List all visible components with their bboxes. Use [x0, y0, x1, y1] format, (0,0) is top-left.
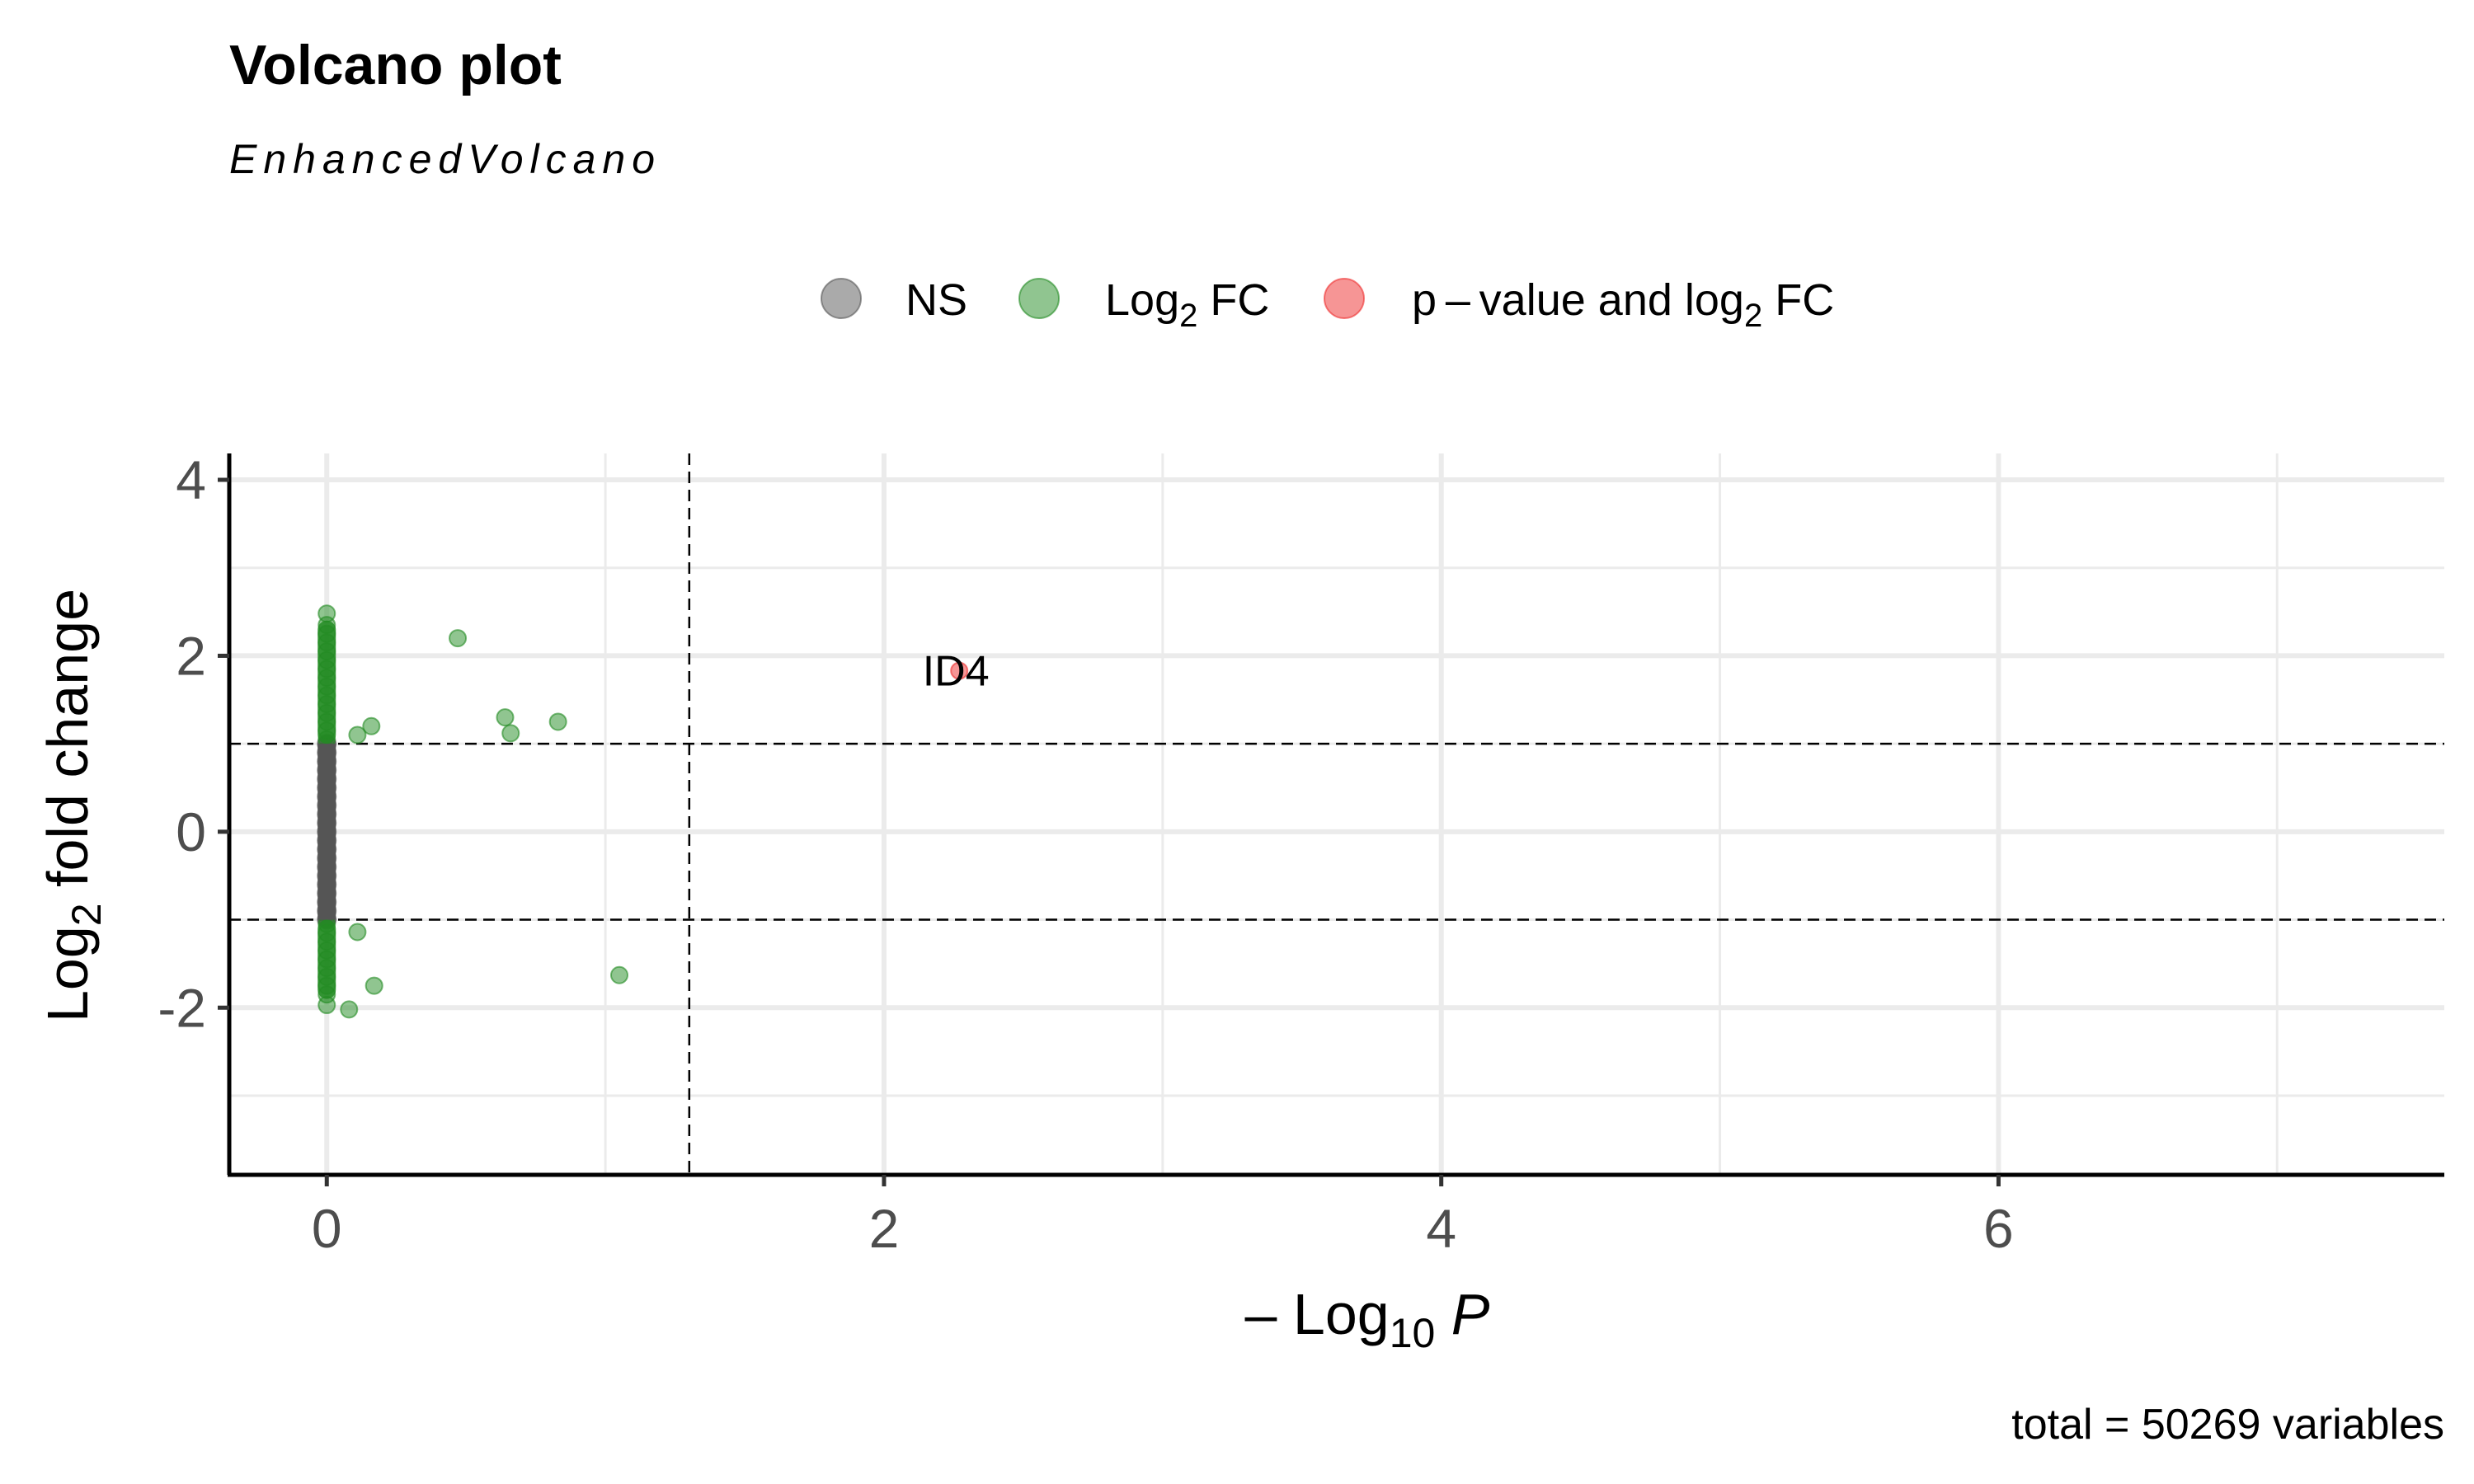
axes — [227, 453, 2444, 1177]
legend-key — [821, 278, 862, 319]
x-tick-label: 6 — [1983, 1198, 2014, 1259]
ns-point-cluster — [317, 744, 336, 920]
data-point — [610, 965, 629, 984]
cutoff-lines — [229, 453, 2444, 1175]
chart-title: Volcano plot — [229, 34, 562, 96]
chart-subtitle: EnhancedVolcano — [229, 136, 661, 182]
legend: NS Log2 FC p – value and log2 FC — [821, 275, 1834, 334]
fc-point-cluster-upper — [317, 620, 336, 744]
grid — [229, 453, 2444, 1175]
x-tick-label: 2 — [869, 1198, 900, 1259]
y-tick-label: 2 — [176, 625, 206, 686]
data-point — [348, 923, 367, 942]
data-point — [317, 604, 336, 623]
point-label: ID4 — [923, 648, 990, 696]
y-tick-label: 0 — [176, 801, 206, 862]
legend-label: NS — [905, 275, 967, 325]
x-axis-ticks: 0 2 4 6 — [312, 1175, 2014, 1259]
legend-key — [1018, 278, 1060, 319]
data-point — [501, 724, 520, 743]
legend-key — [1324, 278, 1365, 319]
x-tick-label: 4 — [1426, 1198, 1456, 1259]
caption: total = 50269 variables — [2011, 1401, 2444, 1449]
point-labels: ID4 — [923, 648, 990, 696]
data-point — [317, 996, 336, 1015]
data-point — [496, 708, 515, 727]
data-point — [950, 661, 969, 680]
x-axis-title: – Log10 P — [1245, 1282, 1490, 1356]
data-point — [340, 1000, 359, 1019]
data-points — [317, 604, 969, 1019]
data-point — [449, 629, 468, 648]
data-point — [548, 712, 567, 731]
data-point — [365, 976, 383, 995]
data-point — [348, 726, 367, 744]
y-axis-ticks: -2 0 2 4 — [158, 449, 229, 1038]
x-tick-label: 0 — [312, 1198, 342, 1259]
legend-label: p – value and log2 FC — [1412, 275, 1834, 334]
y-axis-title: Log2 fold change — [35, 589, 110, 1022]
y-tick-label: -2 — [158, 977, 206, 1038]
legend-label: Log2 FC — [1105, 275, 1269, 334]
data-point — [362, 716, 381, 735]
fc-point-cluster-lower — [317, 919, 336, 999]
y-tick-label: 4 — [176, 449, 206, 510]
